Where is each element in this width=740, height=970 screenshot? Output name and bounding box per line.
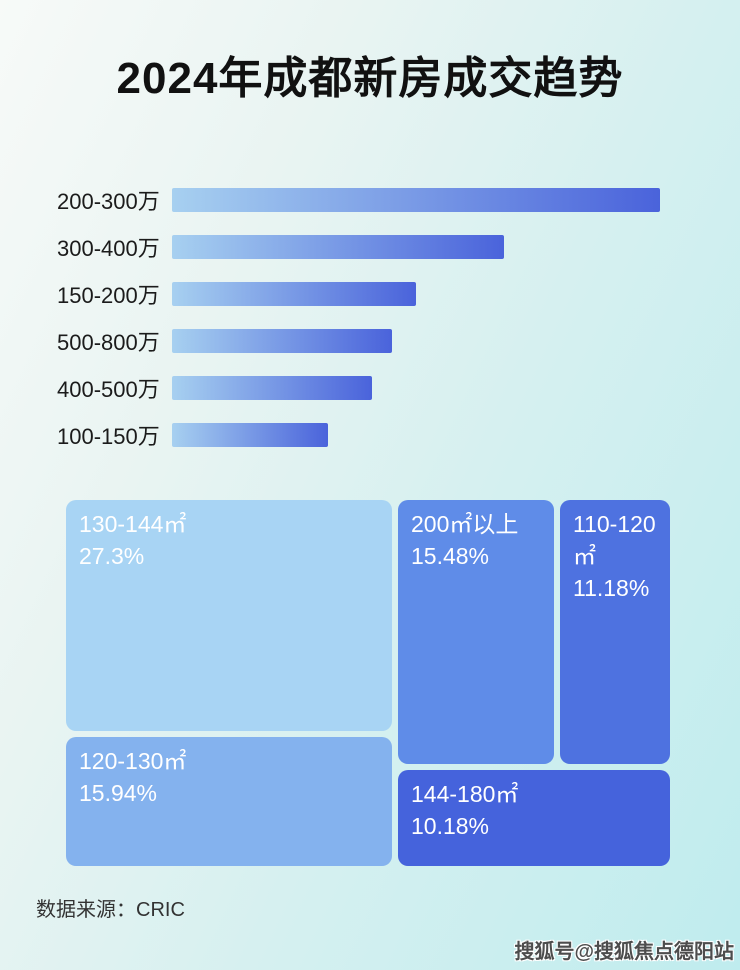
bar-fill	[172, 422, 329, 447]
unit-size-treemap: 130-144㎡ 27.3% 120-130㎡ 15.94% 200㎡以上 15…	[66, 500, 670, 866]
bar-row: 200-300万	[0, 176, 740, 223]
bar-category-label: 400-500万	[57, 376, 160, 402]
bar-category-label: 300-400万	[57, 235, 160, 261]
page-title: 2024年成都新房成交趋势	[116, 54, 624, 103]
treemap-cell-label: 144-180㎡	[411, 781, 519, 807]
treemap-cell-label: 130-144㎡	[79, 511, 187, 537]
treemap-right-column: 200㎡以上 15.48% 110-120㎡ 11.18% 144-180㎡ 1…	[398, 500, 670, 866]
bar-row: 100-150万	[0, 411, 740, 458]
treemap-cell-percent: 15.48%	[411, 543, 490, 570]
price-band-bar-chart: 200-300万 300-400万 150-200万 500-800万 400-500万…	[0, 176, 740, 458]
bar-track	[172, 375, 660, 400]
bar-track	[172, 187, 660, 212]
treemap-cell-percent: 27.3%	[79, 543, 145, 570]
treemap-right-top-row: 200㎡以上 15.48% 110-120㎡ 11.18%	[398, 500, 670, 764]
treemap-cell-label: 110-120㎡	[573, 511, 656, 570]
bar-fill	[172, 187, 660, 212]
bar-track	[172, 328, 660, 353]
bar-category-label: 200-300万	[57, 188, 160, 214]
bar-track	[172, 422, 660, 447]
bar-track	[172, 281, 660, 306]
data-source-note: 数据来源：CRIC	[36, 899, 185, 921]
treemap-left-column: 130-144㎡ 27.3% 120-130㎡ 15.94%	[66, 500, 392, 866]
bar-category-label: 500-800万	[57, 329, 160, 355]
treemap-cell-percent: 11.18%	[573, 575, 650, 602]
bar-category-label: 150-200万	[57, 282, 160, 308]
bar-fill	[172, 281, 416, 306]
watermark-text: 搜狐号@搜狐焦点德阳站	[514, 941, 734, 963]
bar-fill	[172, 328, 392, 353]
treemap-cell-label: 200㎡以上	[411, 511, 519, 537]
treemap-cell-130-144: 130-144㎡ 27.3%	[66, 500, 392, 731]
treemap-cell-label: 120-130㎡	[79, 748, 187, 774]
treemap-cell-percent: 10.18%	[411, 813, 490, 840]
bar-fill	[172, 375, 373, 400]
treemap-cell-120-130: 120-130㎡ 15.94%	[66, 737, 392, 866]
bar-row: 400-500万	[0, 364, 740, 411]
bar-row: 150-200万	[0, 270, 740, 317]
bar-fill	[172, 234, 504, 259]
treemap-cell-percent: 15.94%	[79, 780, 158, 807]
bar-track	[172, 234, 660, 259]
treemap-cell-200-plus: 200㎡以上 15.48%	[398, 500, 554, 764]
treemap-cell-144-180: 144-180㎡ 10.18%	[398, 770, 670, 866]
treemap-cell-110-120: 110-120㎡ 11.18%	[560, 500, 670, 764]
bar-category-label: 100-150万	[57, 423, 160, 449]
bar-row: 300-400万	[0, 223, 740, 270]
bar-row: 500-800万	[0, 317, 740, 364]
